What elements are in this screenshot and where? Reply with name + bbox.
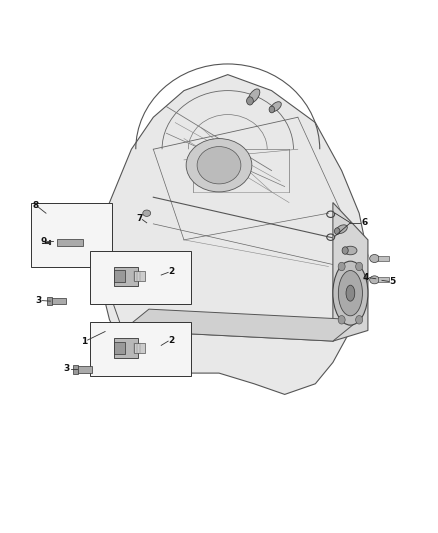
Circle shape	[356, 262, 363, 271]
Bar	[114, 342, 125, 354]
Text: 1: 1	[81, 337, 87, 345]
Bar	[77, 366, 92, 373]
Circle shape	[338, 262, 345, 271]
Ellipse shape	[336, 225, 347, 233]
Text: 2: 2	[169, 336, 175, 344]
Ellipse shape	[269, 106, 275, 113]
Polygon shape	[123, 309, 359, 341]
Circle shape	[356, 316, 363, 324]
Ellipse shape	[186, 139, 252, 192]
Bar	[90, 251, 191, 304]
Text: 6: 6	[361, 219, 367, 227]
Text: 8: 8	[33, 201, 39, 210]
Text: 3: 3	[64, 365, 70, 373]
Bar	[31, 203, 112, 266]
Ellipse shape	[338, 271, 363, 316]
Text: 4: 4	[362, 273, 368, 281]
Text: 2: 2	[169, 268, 175, 276]
Bar	[73, 365, 78, 374]
Text: 7: 7	[136, 214, 142, 223]
Polygon shape	[96, 75, 368, 394]
Bar	[114, 270, 125, 282]
Text: 3: 3	[35, 296, 42, 304]
Text: 5: 5	[389, 277, 396, 286]
Ellipse shape	[335, 228, 340, 235]
Bar	[378, 256, 389, 261]
Bar	[50, 298, 66, 304]
Ellipse shape	[247, 97, 253, 105]
Text: 9: 9	[41, 237, 47, 246]
Bar	[114, 338, 138, 358]
Bar	[114, 266, 138, 286]
Ellipse shape	[344, 246, 357, 255]
Ellipse shape	[271, 102, 281, 111]
Ellipse shape	[143, 210, 151, 216]
Bar	[90, 322, 191, 376]
Circle shape	[338, 316, 345, 324]
Bar	[378, 277, 389, 282]
Bar	[134, 271, 145, 281]
Bar	[47, 297, 52, 305]
Bar	[134, 343, 145, 353]
Ellipse shape	[248, 89, 260, 103]
Ellipse shape	[370, 255, 379, 263]
Ellipse shape	[342, 247, 348, 254]
Bar	[57, 239, 83, 246]
Polygon shape	[333, 203, 368, 341]
Ellipse shape	[333, 261, 368, 325]
Ellipse shape	[346, 285, 355, 301]
Ellipse shape	[370, 276, 379, 284]
Ellipse shape	[197, 147, 241, 184]
